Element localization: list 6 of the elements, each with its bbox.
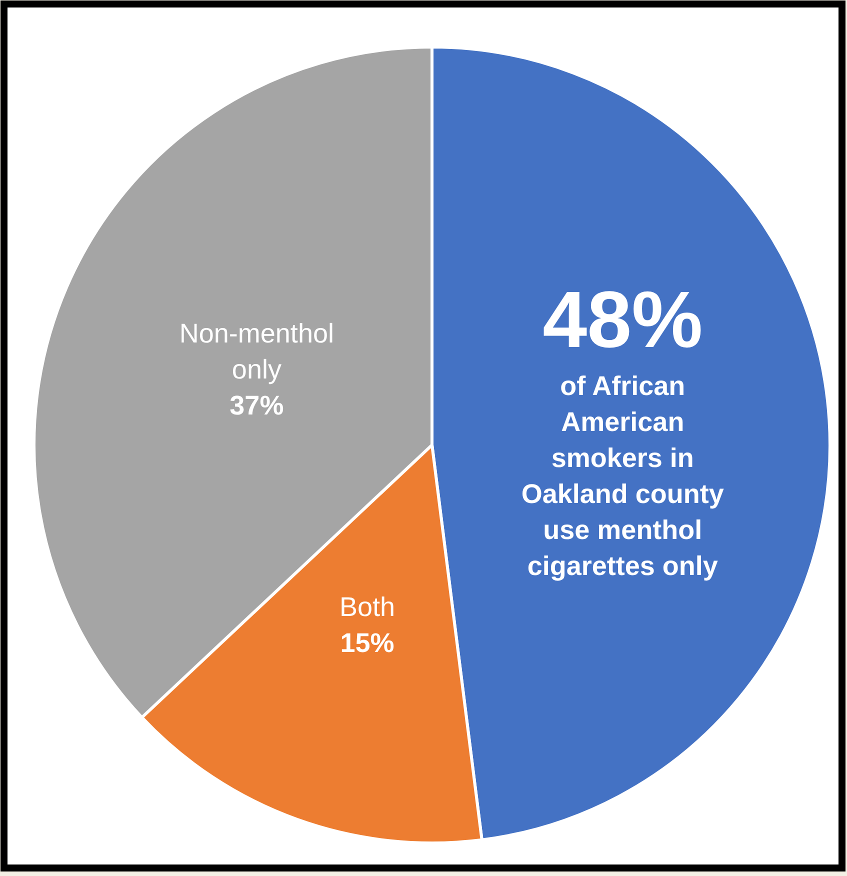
slice-label: Non-menthol only — [179, 318, 334, 385]
data-label: 37% — [230, 390, 284, 421]
slice-label: of African American smokers in Oakland county use menthol cigarettes only — [521, 371, 724, 582]
slice-label: Both — [340, 592, 396, 622]
data-label: 48% — [542, 275, 703, 364]
data-label: 15% — [340, 628, 394, 658]
